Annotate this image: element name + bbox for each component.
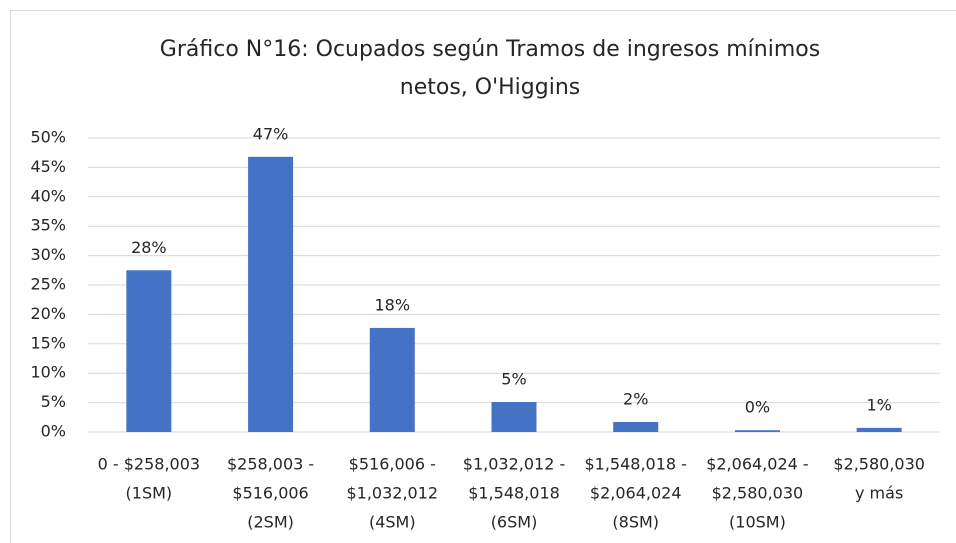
x-tick-label: $516,006 - xyxy=(349,455,436,474)
bar xyxy=(613,422,659,432)
x-tick-label: $2,064,024 xyxy=(590,484,682,503)
x-tick-label: $1,032,012 xyxy=(346,484,438,503)
y-tick-label: 45% xyxy=(30,157,66,176)
bar xyxy=(369,327,415,432)
y-tick-label: 35% xyxy=(30,216,66,235)
x-tick-label: $1,548,018 xyxy=(468,484,560,503)
y-tick-label: 0% xyxy=(41,422,66,441)
x-tick-label: (2SM) xyxy=(247,513,294,532)
x-tick-label: (4SM) xyxy=(369,513,416,532)
bar xyxy=(248,156,294,433)
x-tick-label: $2,064,024 - xyxy=(706,455,808,474)
x-tick-label: $516,006 xyxy=(232,484,308,503)
data-label: 2% xyxy=(623,390,648,409)
x-tick-label: (1SM) xyxy=(126,484,173,503)
y-tick-label: 25% xyxy=(30,275,66,294)
data-label: 1% xyxy=(866,395,891,414)
data-label: 18% xyxy=(375,295,411,314)
y-tick-label: 10% xyxy=(30,363,66,382)
x-tick-label: $2,580,030 xyxy=(712,484,804,503)
y-tick-label: 15% xyxy=(30,333,66,352)
x-tick-label: $2,580,030 xyxy=(833,455,925,474)
data-label: 47% xyxy=(253,124,289,143)
bar xyxy=(126,270,172,432)
y-tick-label: 40% xyxy=(30,186,66,205)
x-tick-label: 0 - $258,003 xyxy=(98,455,200,474)
x-tick-label: (8SM) xyxy=(612,513,659,532)
x-tick-label: $258,003 - xyxy=(227,455,314,474)
bar xyxy=(734,430,780,432)
y-tick-label: 5% xyxy=(41,392,66,411)
data-label: 0% xyxy=(745,398,770,417)
x-tick-label: $1,032,012 - xyxy=(463,455,565,474)
data-label: 28% xyxy=(131,238,167,257)
y-tick-label: 50% xyxy=(30,128,66,147)
y-tick-label: 20% xyxy=(30,304,66,323)
x-tick-label: (6SM) xyxy=(491,513,538,532)
bar xyxy=(856,427,902,432)
y-tick-label: 30% xyxy=(30,245,66,264)
data-label: 5% xyxy=(501,370,526,389)
x-tick-label: (10SM) xyxy=(729,513,786,532)
bar xyxy=(491,402,537,432)
x-tick-label: y más xyxy=(855,484,903,503)
chart-title: Gráfico N°16: Ocupados según Tramos de i… xyxy=(160,37,820,62)
x-tick-label: $1,548,018 - xyxy=(584,455,686,474)
chart-title: netos, O'Higgins xyxy=(400,75,580,100)
